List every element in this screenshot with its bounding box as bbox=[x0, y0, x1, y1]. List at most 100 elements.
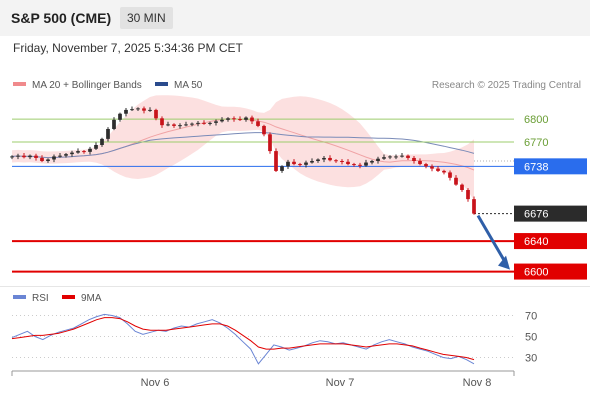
interval-button[interactable]: 30 MIN bbox=[120, 7, 173, 29]
candle-body bbox=[106, 128, 110, 139]
candle-body bbox=[466, 189, 470, 200]
candle-body bbox=[94, 144, 98, 149]
level-label-6738: 6738 bbox=[524, 161, 548, 173]
rsi-ma-line bbox=[11, 317, 475, 361]
forecast-arrow-head bbox=[498, 255, 510, 270]
candle-body bbox=[28, 155, 32, 158]
candle-body bbox=[262, 125, 266, 135]
candle-body bbox=[22, 155, 26, 158]
legend-bollinger: MA 20 + Bollinger Bands bbox=[13, 80, 142, 91]
candle-body bbox=[448, 172, 452, 178]
legend-rsi-ma-label: 9MA bbox=[81, 293, 102, 304]
legend-rsi-label: RSI bbox=[32, 293, 49, 304]
ticker-title: S&P 500 (CME) bbox=[11, 10, 112, 26]
candle-body bbox=[286, 161, 290, 167]
copyright-notice: Research © 2025 Trading Central bbox=[431, 80, 581, 91]
panel-separator bbox=[0, 286, 590, 287]
level-tag-6640 bbox=[514, 233, 587, 250]
candle-body bbox=[256, 121, 260, 126]
candle-body bbox=[58, 155, 62, 157]
candle-body bbox=[142, 108, 146, 111]
ma50-swatch bbox=[155, 82, 168, 87]
candle-body bbox=[46, 159, 50, 161]
candle-body bbox=[358, 164, 362, 166]
level-label-6770: 6770 bbox=[524, 137, 548, 149]
candle-body bbox=[64, 154, 68, 156]
candle-body bbox=[10, 156, 14, 158]
time-tick-label: Nov 8 bbox=[463, 377, 492, 389]
level-tag-6738 bbox=[514, 158, 587, 175]
candle-body bbox=[232, 118, 236, 120]
rsi-ma-swatch bbox=[62, 295, 75, 300]
candle-body bbox=[196, 122, 200, 124]
candle-body bbox=[304, 162, 308, 165]
candle-body bbox=[226, 118, 230, 120]
rsi-tick-30: 30 bbox=[525, 353, 537, 365]
candle-body bbox=[352, 164, 356, 166]
candle-body bbox=[346, 161, 350, 165]
candle-body bbox=[316, 159, 320, 161]
timestamp: Friday, November 7, 2025 5:34:36 PM CET bbox=[13, 41, 243, 55]
legend-ma50: MA 50 bbox=[155, 80, 202, 91]
candle-body bbox=[244, 117, 248, 120]
candle-body bbox=[274, 151, 278, 171]
candle-body bbox=[364, 162, 368, 166]
candle-body bbox=[418, 161, 422, 165]
forecast-arrow-shaft bbox=[476, 214, 508, 265]
level-tag-6676 bbox=[514, 205, 587, 222]
candle-body bbox=[40, 157, 44, 161]
candle-body bbox=[298, 164, 302, 166]
candle-body bbox=[190, 123, 194, 125]
candle-body bbox=[250, 117, 254, 122]
candle-body bbox=[292, 161, 296, 165]
rsi-swatch bbox=[13, 295, 26, 300]
candle-body bbox=[166, 124, 170, 126]
bollinger-band-area bbox=[12, 95, 474, 201]
level-label-6600: 6600 bbox=[524, 267, 548, 279]
header-bar: S&P 500 (CME) 30 MIN bbox=[0, 0, 590, 36]
rsi-line bbox=[11, 313, 475, 365]
candle-body bbox=[394, 156, 398, 158]
candle-body bbox=[136, 108, 140, 110]
time-tick-label: Nov 7 bbox=[326, 377, 355, 389]
legend-ma50-label: MA 50 bbox=[174, 80, 203, 91]
candle-body bbox=[88, 148, 92, 152]
candle-body bbox=[382, 157, 386, 159]
candle-body bbox=[424, 164, 428, 167]
candle-body bbox=[16, 155, 20, 157]
candle-body bbox=[406, 155, 410, 158]
candle-body bbox=[334, 160, 338, 162]
candle-body bbox=[430, 166, 434, 169]
candle-body bbox=[124, 109, 128, 114]
candle-body bbox=[76, 151, 80, 153]
candle-body bbox=[280, 166, 284, 171]
candle-body bbox=[268, 134, 272, 152]
candle-body bbox=[208, 122, 212, 124]
candle-body bbox=[100, 138, 104, 145]
candle-body bbox=[70, 152, 74, 155]
candle-body bbox=[370, 161, 374, 163]
level-tag-6600 bbox=[514, 263, 587, 280]
legend-rsi-ma: 9MA bbox=[62, 293, 102, 304]
candle-body bbox=[154, 109, 158, 119]
level-label-6676: 6676 bbox=[524, 209, 548, 221]
candle-body bbox=[454, 177, 458, 185]
candle-body bbox=[52, 156, 56, 160]
candle-body bbox=[376, 158, 380, 161]
candle-body bbox=[322, 157, 326, 160]
level-label-6640: 6640 bbox=[524, 236, 548, 248]
time-tick-label: Nov 6 bbox=[141, 377, 170, 389]
candle-body bbox=[442, 170, 446, 173]
candle-body bbox=[160, 118, 164, 126]
candle-body bbox=[82, 151, 86, 153]
candle-body bbox=[220, 119, 224, 122]
bollinger-swatch bbox=[13, 82, 26, 87]
candle-body bbox=[112, 119, 116, 129]
candle-body bbox=[310, 161, 314, 163]
candle-body bbox=[340, 161, 344, 162]
candle-body bbox=[130, 109, 134, 111]
candle-body bbox=[118, 113, 122, 120]
candle-body bbox=[178, 125, 182, 127]
candle-body bbox=[202, 122, 206, 124]
candle-body bbox=[184, 124, 188, 126]
